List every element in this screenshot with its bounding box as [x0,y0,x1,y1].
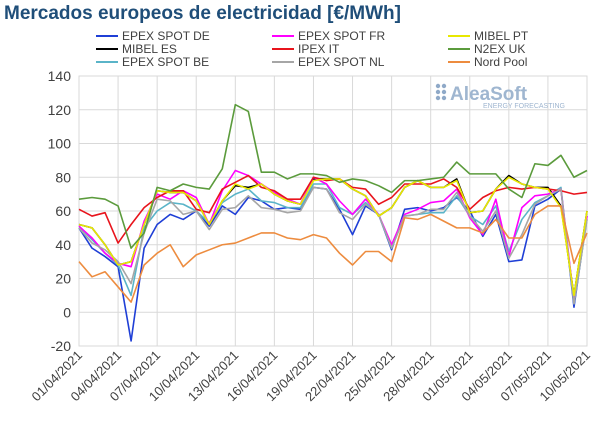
legend-label: EPEX SPOT NL [298,55,385,69]
watermark-tagline: ENERGY FORECASTING [483,103,565,110]
series-line-nord-pool [78,205,588,303]
legend-item-nord-pool: Nord Pool [448,55,527,69]
series-line-epex-spot-nl [78,186,588,305]
y-tick-label: 120 [48,102,72,118]
y-axis: -20 0 20 40 60 80 100 120 140 [48,68,72,354]
legend-label: EPEX SPOT FR [298,29,385,43]
y-tick-label: 100 [48,136,72,152]
legend-label: EPEX SPOT BE [122,55,209,69]
legend-item-epex-spot-be: EPEX SPOT BE [96,55,209,69]
chart-title: Mercados europeos de electricidad [€/MWh… [4,3,401,24]
title-bar: Mercados europeos de electricidad [€/MWh… [0,0,600,30]
series-lines [78,103,588,342]
legend: EPEX SPOT DE EPEX SPOT FR MIBEL PT MIBEL ES… [96,29,529,69]
y-tick-label: -20 [51,338,71,354]
y-tick-label: 0 [63,304,71,320]
y-tick-label: 60 [55,203,71,219]
watermark-brand: AleaSoft [450,84,528,105]
series-line-epex-spot-de [78,186,588,342]
legend-item-epex-spot-nl: EPEX SPOT NL [272,55,385,69]
y-tick-label: 80 [55,169,71,185]
legend-item-mibel-pt: MIBEL PT [448,29,529,43]
aleasoft-logo-icon [435,83,447,101]
legend-item-ipex-it: IPEX IT [272,42,340,56]
legend-label: MIBEL PT [474,29,529,43]
y-tick-label: 140 [48,68,72,84]
legend-label: IPEX IT [298,42,340,56]
legend-item-n2ex-uk: N2EX UK [448,42,525,56]
legend-item-epex-spot-fr: EPEX SPOT FR [272,29,385,43]
legend-label: N2EX UK [474,42,525,56]
y-tick-label: 20 [55,271,71,287]
legend-item-mibel-es: MIBEL ES [96,42,177,56]
aleasoft-watermark: AleaSoft ENERGY FORECASTING [435,83,565,110]
legend-label: EPEX SPOT DE [122,29,210,43]
legend-item-epex-spot-de: EPEX SPOT DE [96,29,210,43]
series-line-n2ex-uk [78,103,588,249]
legend-label: MIBEL ES [122,42,177,56]
legend-label: Nord Pool [474,55,527,69]
y-tick-label: 40 [55,237,71,253]
